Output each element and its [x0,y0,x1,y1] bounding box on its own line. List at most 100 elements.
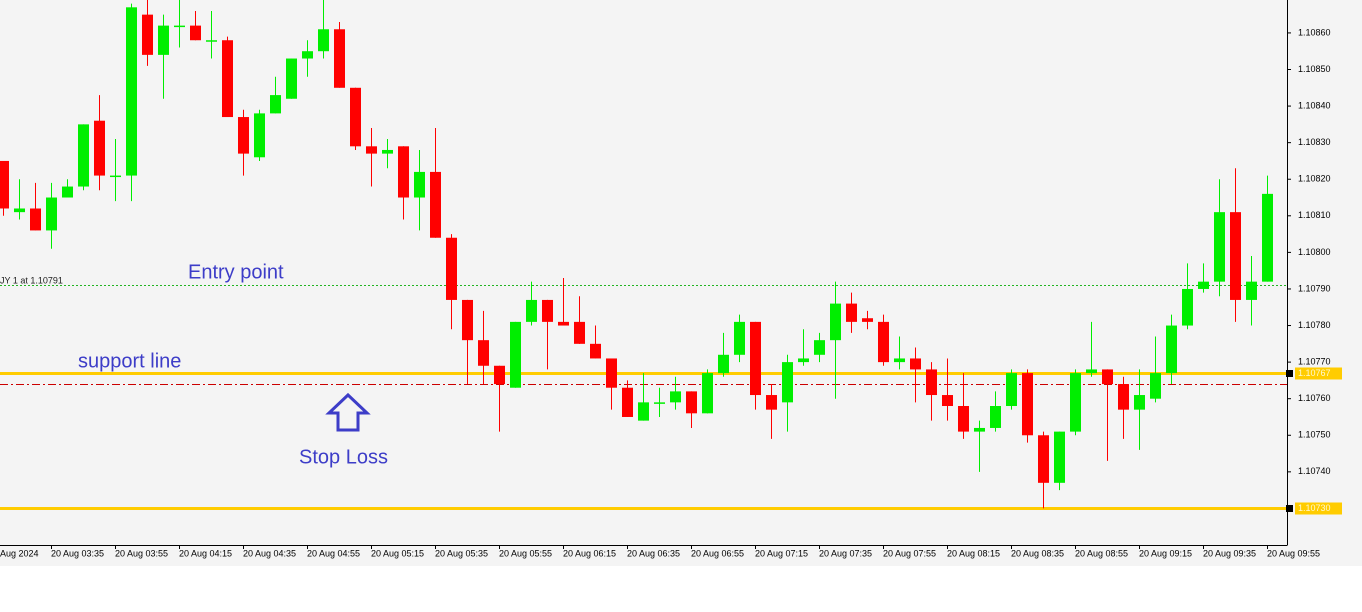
candle-body [702,373,713,414]
candle-body [430,171,441,238]
candle-body [590,343,601,359]
candle-body [878,321,889,363]
candle-body [830,303,841,341]
candles [0,0,1273,509]
candle-body [1086,369,1097,374]
candle-body [622,387,633,417]
y-tick-label: 1.10840 [1298,100,1331,110]
x-tick-label: 20 Aug 05:35 [435,548,488,558]
arrow-icon [325,392,371,432]
candle-body [1134,395,1145,410]
x-tick-label: 20 Aug 04:55 [307,548,360,558]
candle-body [766,395,777,410]
candle-body [62,186,73,198]
x-tick-label: 20 Aug 07:35 [819,548,872,558]
x-tick-label: 20 Aug 08:15 [947,548,1000,558]
candle-body [206,40,217,42]
candle-body [1246,281,1257,300]
y-tick-label: 1.10860 [1298,27,1331,37]
y-tick-label: 1.10760 [1298,393,1331,403]
candle-body [334,29,345,88]
candle-body [686,391,697,414]
candle-body [1150,373,1161,399]
candle-body [926,369,937,396]
candle-body [910,358,921,370]
annotation: Entry point [188,261,284,283]
candle-body [174,25,185,28]
x-tick-label: 20 Aug 06:15 [563,548,616,558]
candle-body [270,95,281,114]
annotation: support line [78,350,181,372]
candle-body [414,171,425,198]
x-tick-label: 20 Aug 03:35 [51,548,104,558]
candle-body [638,402,649,421]
candle-body [46,197,57,231]
candle-body [0,160,9,209]
entry-label: JY 1 at 1.10791 [0,275,63,285]
candle-body [798,358,809,363]
x-tick-label: 20 Aug 09:35 [1203,548,1256,558]
y-tick-label: 1.10780 [1298,320,1331,330]
candle-body [158,25,169,55]
candle-body [958,406,969,432]
candle-body [846,303,857,322]
x-tick-label: 20 Aug 06:55 [691,548,744,558]
y-tick-label: 1.10740 [1298,466,1331,476]
candle-body [1166,325,1177,374]
candle-body [734,321,745,355]
x-tick-label: 20 Aug 04:35 [243,548,296,558]
candle-body [606,358,617,388]
candle-body [1230,212,1241,300]
x-tick-label: 20 Aug 09:15 [1139,548,1192,558]
candle-body [718,354,729,374]
candle-body [974,427,985,432]
candle-body [238,117,249,154]
y-tick-label: 1.10770 [1298,356,1331,366]
candle-body [574,321,585,344]
annotation: Stop Loss [299,446,388,468]
price-marker [1286,370,1293,377]
x-tick-label: 20 Aug 04:15 [179,548,232,558]
candle-body [1038,435,1049,483]
candle-body [30,208,41,231]
candle-body [782,362,793,403]
candle-body [670,391,681,403]
candle-body [1118,384,1129,410]
candle-body [110,175,121,178]
candle-body [366,146,377,154]
x-date-label: Aug 2024 [0,548,39,558]
candle-body [190,25,201,41]
axes: 1.10740 1.10750 1.10760 1.10770 1.10780 1.107… [0,0,1331,558]
price-label-box [1295,502,1342,515]
x-tick-label: 20 Aug 08:35 [1011,548,1064,558]
price-label: 1.10730 [1298,503,1331,513]
candle-body [14,208,25,213]
candle-body [526,299,537,322]
candle-body [286,58,297,99]
x-tick-label: 20 Aug 05:15 [371,548,424,558]
candle-body [222,40,233,118]
candle-body [302,51,313,59]
candle-body [1006,373,1017,407]
x-tick-label: 20 Aug 08:55 [1075,548,1128,558]
candle-body [1022,373,1033,436]
price-label: 1.10767 [1298,368,1331,378]
candle-body [990,406,1001,428]
candle-body [1198,281,1209,289]
candle-body [510,321,521,388]
candle-body [254,113,265,158]
candle-body [142,14,153,55]
price-marker [1286,505,1293,512]
x-tick-label: 20 Aug 07:55 [883,548,936,558]
candle-body [382,149,393,154]
candle-body [862,318,873,322]
candle-body [126,7,137,176]
candle-body [942,395,953,407]
candle-body [1182,288,1193,326]
candle-body [1214,212,1225,282]
candle-body [78,124,89,187]
candle-body [1102,369,1113,385]
candle-body [558,321,569,326]
